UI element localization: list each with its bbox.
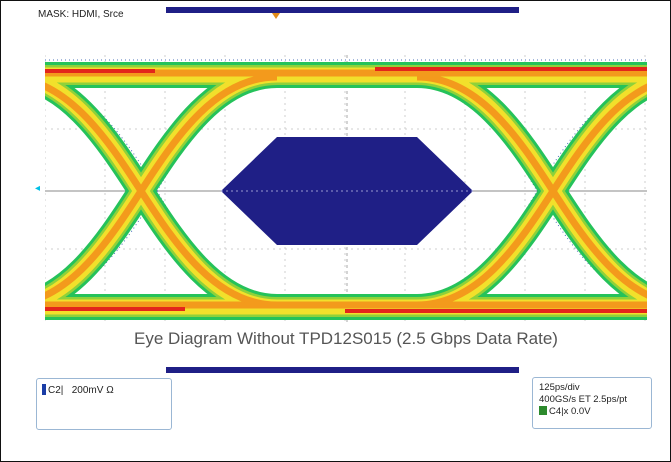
channel-descriptor[interactable]: C2| 200mV Ω bbox=[36, 378, 172, 430]
trace-warm bbox=[45, 69, 647, 309]
channel-row: C2| 200mV Ω bbox=[42, 384, 114, 396]
ground-marker-icon: ◂ bbox=[35, 183, 41, 194]
channel-color-icon bbox=[42, 384, 46, 395]
trigger-channel-icon bbox=[539, 406, 547, 415]
trace-hot bbox=[45, 67, 647, 313]
trigger-channel: C4 bbox=[549, 406, 562, 417]
time-per-div: 125ps/div bbox=[539, 382, 580, 393]
eye-diagram bbox=[45, 55, 647, 325]
trigger-level: x 0.0V bbox=[563, 406, 591, 417]
mask-bottom-bar bbox=[166, 367, 519, 373]
sampling-rate: 400GS/s ET 2.5ps/pt bbox=[539, 394, 628, 405]
diagram-caption: Eye Diagram Without TPD12S015 (2.5 Gbps … bbox=[134, 329, 558, 348]
channel-name: C2 bbox=[48, 385, 61, 396]
trigger-row: C4|x 0.0V bbox=[539, 406, 591, 417]
mask-label: MASK: HDMI, Srce bbox=[38, 9, 124, 20]
channel-separator: | bbox=[60, 385, 64, 396]
trigger-marker-icon bbox=[272, 13, 280, 19]
timebase-descriptor[interactable]: 125ps/div 400GS/s ET 2.5ps/pt C4|x 0.0V bbox=[532, 377, 652, 429]
oscilloscope-display: MASK: HDMI, Srce bbox=[35, 7, 657, 377]
mask-top-bar bbox=[166, 7, 519, 13]
channel-scale: 200mV Ω bbox=[71, 385, 114, 396]
